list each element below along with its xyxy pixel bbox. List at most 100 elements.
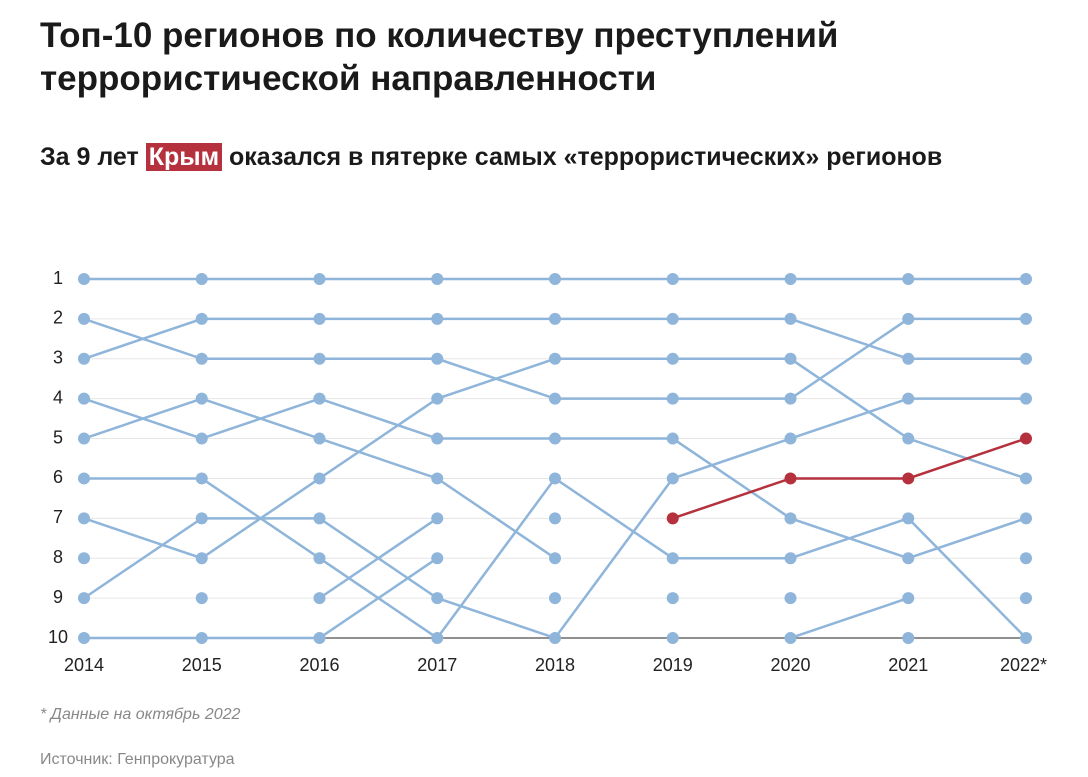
source: Источник: Генпрокуратура [40,751,235,768]
y-tick-label: 10 [48,627,68,647]
rank-dot [1020,432,1032,445]
rank-dot [549,432,561,445]
rank-dot [1020,592,1032,605]
rank-dot [313,512,326,525]
rank-dot [666,472,679,485]
rank-dot [902,632,915,644]
rank-dot [195,432,208,445]
rank-line [83,357,1027,560]
rank-dot [1020,312,1032,325]
rank-dot [313,432,326,445]
rank-dot [1020,392,1032,405]
y-tick-label: 4 [53,387,63,407]
rank-dot [195,472,208,485]
rank-dot [902,312,915,325]
rank-dot [431,592,444,605]
rank-dot [313,273,326,285]
rank-dot [784,512,797,525]
rank-dot [902,352,915,365]
rank-dot [784,352,797,365]
rank-dot [78,512,90,525]
rank-dot [549,632,561,644]
x-tick-label: 2016 [299,655,339,675]
subtitle: За 9 лет Крым оказался в пятерке самых «… [40,138,1040,176]
rank-dot [1020,552,1032,565]
chart: 1 2 3 4 5 6 7 8 9 10 2014 2015 2016 2017 2018 2019 2020 2… [48,268,1047,675]
footnote: * Данные на октябрь 2022 [40,706,241,723]
rank-dot [549,512,561,525]
subtitle-text: оказался в пятерке самых «террористическ… [229,143,943,171]
rank-dot [313,632,326,644]
rank-dot [784,312,797,325]
rank-dot [784,432,797,445]
y-tick-label: 1 [53,268,63,288]
rank-dot [902,512,915,525]
rank-dot [78,273,90,285]
rank-dot [902,392,915,405]
rank-dot [666,552,679,565]
rank-dot [431,392,444,405]
rank-dot [78,592,90,605]
y-tick-label: 2 [53,308,63,328]
rank-dot [431,273,444,285]
x-tick-label: 2014 [64,655,104,675]
rank-dot [195,632,208,644]
x-tick-label: 2022* [1000,655,1047,675]
rank-dot [549,352,561,365]
x-tick-label: 2017 [417,655,457,675]
rank-dot [431,632,444,644]
title: Топ-10 регионов по количеству преступлен… [40,16,839,98]
rank-dot [549,472,561,485]
rank-dot [1020,512,1032,525]
rank-dot [195,592,208,605]
rank-dot [78,352,90,365]
rank-dot [1020,273,1032,285]
rank-dot [431,312,444,325]
rank-dot [902,432,915,445]
rank-dot [666,312,679,325]
rank-dot [431,352,444,365]
rank-dot [431,472,444,485]
subtitle-highlight: Крым [145,143,223,171]
x-tick-label: 2015 [182,655,222,675]
rank-dot [195,312,208,325]
x-tick-label: 2019 [653,655,693,675]
rank-dot [666,273,679,285]
y-tick-label: 8 [53,547,63,567]
y-tick-label: 5 [53,427,63,447]
rank-dot [78,432,90,445]
rank-dot [666,392,679,405]
rank-dot [431,512,444,525]
rank-dot [313,592,326,605]
rank-dot [549,552,561,565]
rank-dot [313,392,326,405]
rank-dot [549,273,561,285]
rank-dot [902,552,915,565]
rank-dot [313,352,326,365]
rank-dot [784,632,797,644]
rank-dot [666,632,679,644]
x-tick-label: 2018 [535,655,575,675]
y-tick-label: 9 [53,587,63,607]
rank-line [672,437,1027,520]
subtitle-text: За 9 лет [40,143,139,171]
rank-dot [902,472,915,485]
rank-dot [78,472,90,485]
rank-dot [78,632,90,644]
y-tick-label: 6 [53,467,63,487]
rank-dot [549,312,561,325]
rank-dot [195,512,208,525]
rank-dot [1020,632,1032,644]
rank-dot [195,273,208,285]
rank-dot [195,352,208,365]
rank-dot [784,273,797,285]
y-tick-label: 7 [53,507,63,527]
rank-dot [784,392,797,405]
rank-dot [1020,472,1032,485]
rank-dot [549,392,561,405]
rank-dot [313,472,326,485]
rank-dot [666,432,679,445]
rank-dot [78,552,90,565]
rank-dot [431,552,444,565]
